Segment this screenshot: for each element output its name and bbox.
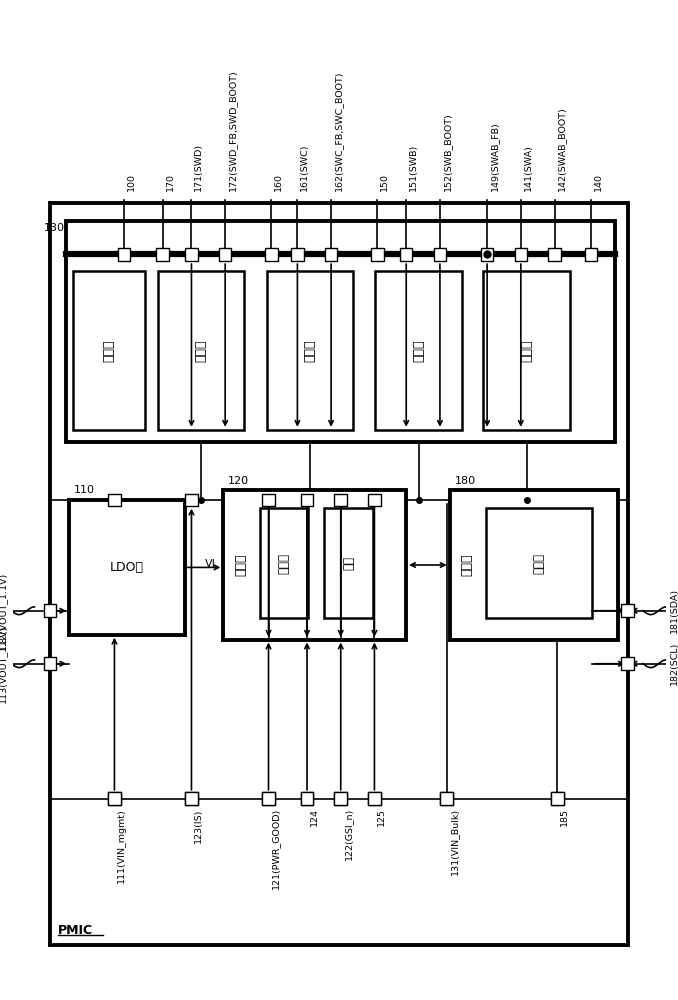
Text: 125: 125	[378, 808, 386, 826]
Text: 170: 170	[165, 173, 174, 191]
Bar	[185, 248, 198, 261]
Text: 第二块: 第二块	[412, 339, 425, 362]
Text: 152(SWB_BOOT): 152(SWB_BOOT)	[443, 112, 452, 191]
Bar	[371, 248, 384, 261]
Bar	[223, 490, 406, 640]
Bar	[334, 792, 347, 805]
Text: 180: 180	[454, 476, 475, 486]
Text: 121(PWR_GOOD): 121(PWR_GOOD)	[271, 808, 281, 889]
Text: 111(VIN_mgmt): 111(VIN_mgmt)	[117, 808, 126, 883]
Bar	[368, 494, 381, 506]
Text: 第三块: 第三块	[304, 339, 317, 362]
Text: 130: 130	[43, 223, 64, 233]
Text: LDO块: LDO块	[110, 561, 144, 574]
Text: 逻辑块: 逻辑块	[234, 554, 247, 576]
Bar	[622, 657, 634, 670]
Text: 第四块: 第四块	[195, 339, 207, 362]
Bar	[450, 490, 618, 640]
Bar	[50, 203, 628, 945]
Text: 解码器: 解码器	[533, 553, 546, 574]
Bar	[325, 248, 338, 261]
Bar	[551, 792, 563, 805]
Bar	[262, 494, 275, 506]
Bar	[368, 792, 381, 805]
Bar	[185, 792, 198, 805]
Bar	[301, 792, 313, 805]
Text: 142(SWAB_BOOT): 142(SWAB_BOOT)	[557, 106, 566, 191]
Text: 185: 185	[560, 808, 570, 826]
Bar	[334, 494, 347, 506]
Text: 通信块: 通信块	[460, 554, 473, 576]
Text: 151(SWB): 151(SWB)	[409, 144, 418, 191]
Text: 110: 110	[74, 485, 95, 495]
Text: 120: 120	[228, 476, 250, 486]
Text: 123(IS): 123(IS)	[195, 808, 203, 843]
Bar	[324, 508, 372, 618]
Bar	[441, 792, 453, 805]
Bar	[69, 500, 184, 635]
Text: 124: 124	[310, 808, 319, 826]
Text: 181(SDA): 181(SDA)	[670, 588, 678, 633]
Bar	[483, 271, 570, 430]
Text: 113(VOUT_1.8V): 113(VOUT_1.8V)	[0, 625, 7, 703]
Text: PMIC: PMIC	[58, 924, 93, 937]
Text: 161(SWC): 161(SWC)	[300, 143, 309, 191]
Text: 171(SWD): 171(SWD)	[195, 143, 203, 191]
Bar	[43, 604, 56, 617]
Text: 131(VIN_Bulk): 131(VIN_Bulk)	[450, 808, 458, 875]
Text: 172(SWD_FB,SWD_BOOT): 172(SWD_FB,SWD_BOOT)	[228, 69, 237, 191]
Text: 122(GSI_n): 122(GSI_n)	[344, 808, 353, 860]
Bar	[486, 508, 592, 618]
Bar	[515, 248, 527, 261]
Text: 162(SWC_FB,SWC_BOOT): 162(SWC_FB,SWC_BOOT)	[334, 70, 343, 191]
Text: 141(SWA): 141(SWA)	[523, 144, 533, 191]
Bar	[551, 792, 563, 805]
Bar	[368, 792, 381, 805]
Bar	[260, 508, 308, 618]
Bar	[73, 271, 145, 430]
Text: 100: 100	[127, 173, 136, 191]
Text: 182(SCL): 182(SCL)	[670, 642, 678, 685]
Text: 140: 140	[594, 173, 603, 191]
Bar	[262, 792, 275, 805]
Text: 150: 150	[380, 173, 389, 191]
Bar	[158, 271, 245, 430]
Text: 开关: 开关	[342, 556, 355, 570]
Bar	[481, 248, 494, 261]
Text: 149(SWAB_FB): 149(SWAB_FB)	[490, 121, 499, 191]
Bar	[622, 604, 634, 617]
Bar	[108, 494, 121, 506]
Bar	[66, 221, 615, 442]
Bar	[301, 494, 313, 506]
Text: 第一块: 第一块	[520, 339, 533, 362]
Text: 存储器: 存储器	[277, 553, 290, 574]
Text: 调节块: 调节块	[102, 339, 116, 362]
Bar	[334, 792, 347, 805]
Bar	[266, 271, 353, 430]
Bar	[376, 271, 462, 430]
Bar	[291, 248, 304, 261]
Bar	[185, 792, 198, 805]
Bar	[434, 248, 446, 261]
Bar	[265, 248, 278, 261]
Text: 112(VOUT_1.1V): 112(VOUT_1.1V)	[0, 572, 7, 650]
Bar	[157, 248, 169, 261]
Text: 160: 160	[275, 173, 283, 191]
Bar	[549, 248, 561, 261]
Bar	[585, 248, 597, 261]
Bar	[262, 792, 275, 805]
Bar	[301, 792, 313, 805]
Bar	[118, 248, 130, 261]
Text: VI: VI	[205, 559, 216, 569]
Bar	[185, 494, 198, 506]
Bar	[108, 792, 121, 805]
Bar	[441, 792, 453, 805]
Bar	[400, 248, 412, 261]
Bar	[219, 248, 231, 261]
Bar	[43, 657, 56, 670]
Bar	[108, 792, 121, 805]
